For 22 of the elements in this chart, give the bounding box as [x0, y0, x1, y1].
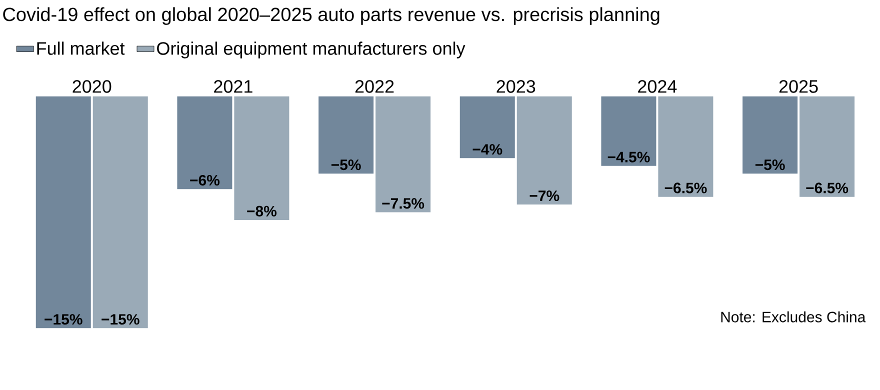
data-label: −5%: [331, 160, 361, 170]
data-label: −4.5%: [608, 152, 650, 162]
data-label: −5%: [755, 160, 785, 170]
data-label: −4%: [472, 144, 502, 155]
x-tick-label: 2021: [214, 80, 252, 93]
data-label: −6.5%: [806, 182, 848, 194]
x-tick-label: 2022: [355, 80, 394, 93]
annotation: Note: Excludes China: [721, 311, 866, 322]
data-label: −6.5%: [664, 182, 707, 194]
chart-title: Covid-19 effect on global 2020–2025 auto parts revenue vs. precrisis planning: [3, 7, 660, 25]
data-label: −7%: [530, 190, 560, 202]
x-tick-label: 2024: [638, 80, 677, 93]
x-tick-label: 2025: [779, 80, 818, 93]
data-label: −8%: [247, 206, 277, 216]
data-label: −15%: [44, 314, 82, 325]
legend-label: Original equipment manufacturers only: [157, 42, 466, 58]
legend-label: Full market: [37, 42, 125, 55]
x-tick-label: 2020: [72, 80, 112, 93]
data-label: −6%: [190, 174, 220, 186]
data-label: −7.5%: [382, 198, 424, 209]
x-tick-label: 2023: [496, 80, 536, 93]
data-label: −15%: [102, 314, 140, 325]
